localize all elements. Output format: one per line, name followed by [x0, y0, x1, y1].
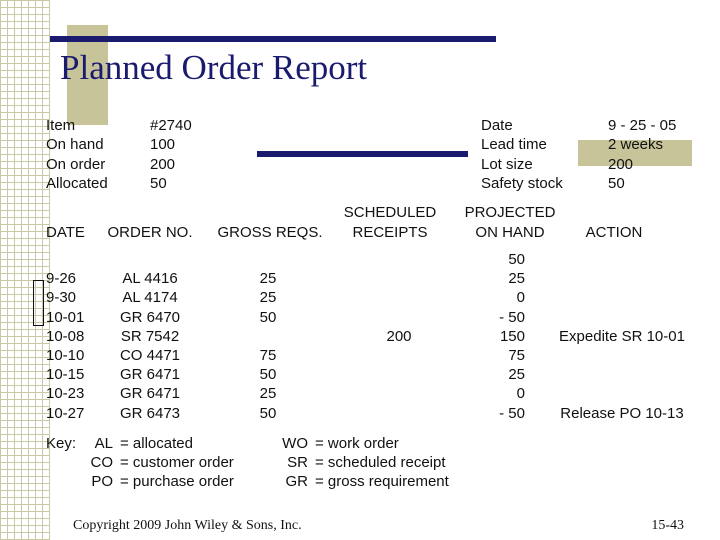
- key-abbr: PO: [91, 473, 113, 490]
- table-cell: 50: [259, 308, 277, 326]
- info-label: Date: [481, 117, 513, 134]
- table-cell: CO 4471: [119, 347, 181, 364]
- table-cell: 25: [259, 270, 277, 288]
- info-value: 2 weeks: [608, 136, 664, 153]
- table-cell: AL 4416: [122, 270, 178, 288]
- info-value: #2740: [150, 117, 192, 134]
- column-header: ON HAND: [475, 224, 545, 241]
- title: Planned Order Report: [60, 48, 368, 87]
- info-value: 200: [150, 156, 176, 173]
- info-value: 100: [150, 136, 176, 153]
- key-definition: = gross requirement: [315, 473, 449, 490]
- column-header: GROSS REQS.: [217, 224, 323, 241]
- info-value: 50: [150, 175, 167, 192]
- info-label: Allocated: [46, 175, 108, 192]
- bullet-glyph: [33, 280, 44, 326]
- table-cell: 200: [386, 327, 412, 345]
- info-value: 200: [608, 156, 634, 173]
- table-cell: GR 6470: [119, 308, 181, 326]
- page-number: 15-43: [651, 518, 684, 533]
- column-header: RECEIPTS: [352, 224, 428, 241]
- column-header: DATE: [46, 224, 85, 241]
- column-header: PROJECTED: [464, 204, 556, 221]
- table-cell: 25: [508, 366, 525, 384]
- key-abbr: GR: [285, 473, 309, 490]
- table-cell: GR 6471: [119, 366, 181, 384]
- info-label: Safety stock: [481, 175, 563, 192]
- info-label: On hand: [46, 136, 104, 153]
- column-header: ORDER NO.: [107, 224, 193, 241]
- table-cell: 75: [259, 347, 277, 364]
- decor-rule: [257, 151, 468, 157]
- table-cell: 50: [259, 366, 277, 384]
- copyright: Copyright 2009 John Wiley & Sons, Inc.: [73, 518, 302, 533]
- table-cell: 0: [516, 289, 525, 307]
- table-cell: 10-10: [46, 347, 85, 364]
- decor-block: [578, 140, 692, 166]
- info-label: Item: [46, 117, 76, 134]
- decor-rule: [50, 36, 496, 42]
- table-cell: 50: [259, 404, 277, 422]
- column-header: ACTION: [585, 224, 643, 241]
- key-abbr: CO: [90, 454, 114, 471]
- column-header: SCHEDULED: [343, 204, 437, 221]
- key-abbr: WO: [282, 435, 308, 452]
- key-definition: = work order: [315, 435, 399, 452]
- info-value: 9 - 25 - 05: [608, 117, 677, 134]
- table-cell: 75: [508, 347, 525, 364]
- table-cell: AL 4174: [122, 289, 178, 307]
- table-cell: 150: [499, 327, 525, 345]
- decor-strip: [0, 0, 50, 540]
- table-cell: 25: [508, 270, 525, 288]
- key-abbr: AL: [94, 435, 113, 452]
- key-definition: = customer order: [120, 454, 234, 471]
- table-cell: GR 6473: [119, 404, 181, 422]
- table-cell: SR 7542: [120, 327, 180, 345]
- table-cell: - 50: [499, 404, 525, 422]
- table-cell: 25: [259, 289, 277, 307]
- table-cell: 25: [259, 385, 277, 403]
- table-cell: 9-30: [46, 289, 77, 307]
- table-cell: - 50: [499, 308, 525, 326]
- key-label: Key:: [46, 435, 77, 452]
- table-cell: Expedite SR 10-01: [559, 327, 685, 345]
- table-cell: 10-15: [46, 366, 85, 384]
- info-label: On order: [46, 156, 106, 173]
- key-definition: = purchase order: [120, 473, 234, 490]
- table-cell: 10-27: [46, 404, 85, 422]
- info-value: 50: [608, 175, 625, 192]
- table-cell: 10-01: [46, 308, 85, 326]
- table-cell: 50: [508, 251, 525, 268]
- table-cell: GR 6471: [119, 385, 181, 403]
- info-label: Lead time: [481, 136, 547, 153]
- table-cell: 9-26: [46, 270, 77, 288]
- key-definition: = allocated: [120, 435, 193, 452]
- table-cell: 0: [516, 385, 525, 403]
- table-cell: 10-23: [46, 385, 85, 403]
- key-definition: = scheduled receipt: [315, 454, 446, 471]
- table-cell: Release PO 10-13: [560, 404, 684, 422]
- table-cell: 10-08: [46, 327, 85, 345]
- info-label: Lot size: [481, 156, 533, 173]
- key-abbr: SR: [287, 454, 308, 471]
